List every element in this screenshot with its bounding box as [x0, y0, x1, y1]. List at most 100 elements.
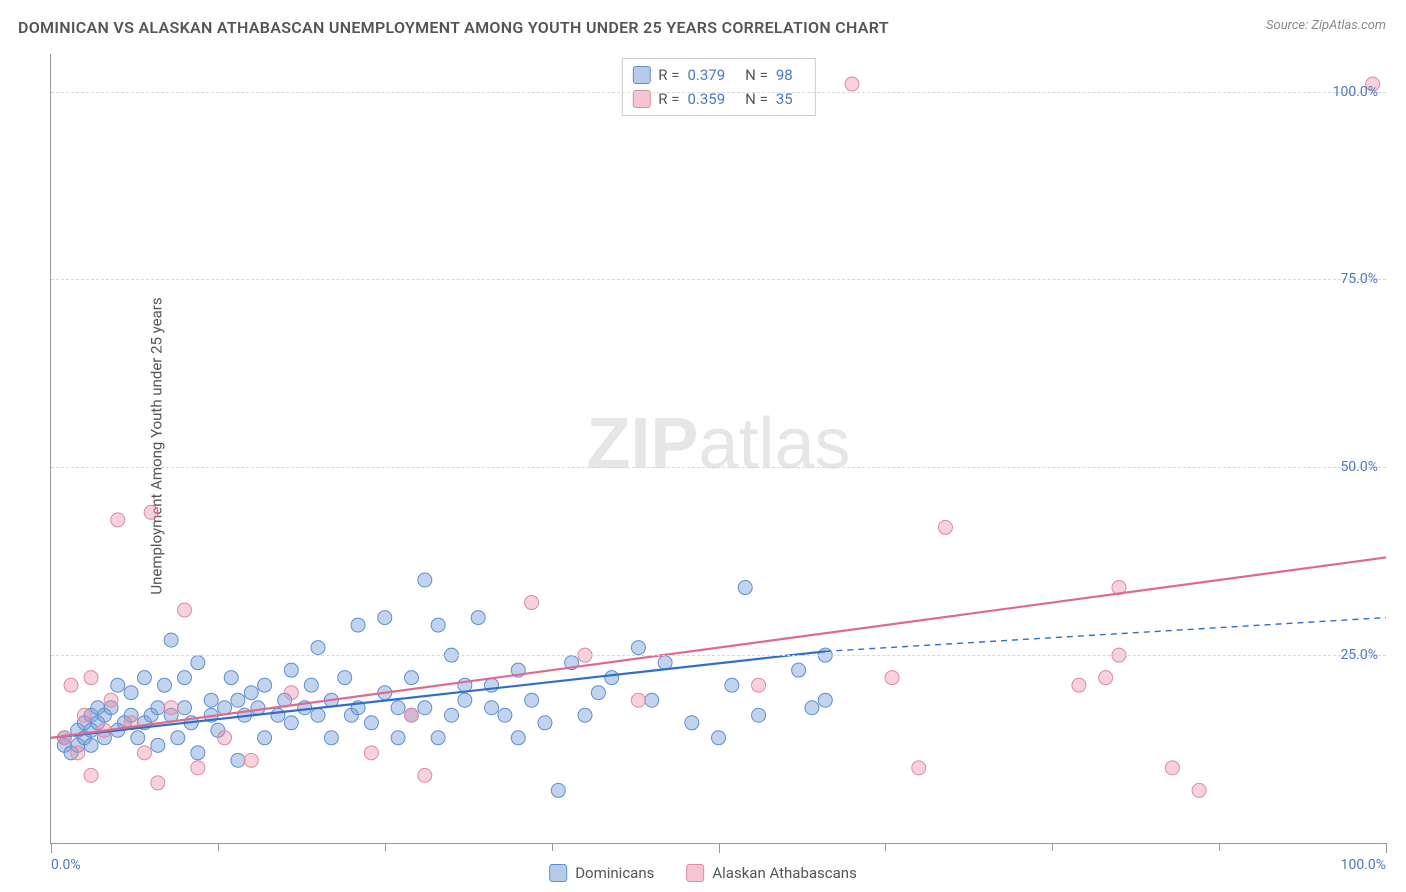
data-point: [204, 693, 218, 707]
data-point: [111, 513, 125, 527]
data-point: [378, 611, 392, 625]
data-point: [364, 746, 378, 760]
data-point: [178, 701, 192, 715]
data-point: [418, 768, 432, 782]
data-point: [525, 693, 539, 707]
data-point: [171, 731, 185, 745]
data-point: [538, 716, 552, 730]
data-point: [418, 701, 432, 715]
data-point: [231, 753, 245, 767]
x-tick: [1219, 843, 1220, 851]
gridline: [51, 467, 1386, 468]
data-point: [471, 611, 485, 625]
data-point: [311, 641, 325, 655]
data-point: [304, 678, 318, 692]
source-citation: Source: ZipAtlas.com: [1266, 18, 1386, 33]
data-point: [458, 693, 472, 707]
data-point: [244, 686, 258, 700]
stat-n-value: 98: [776, 63, 793, 87]
data-point: [284, 663, 298, 677]
legend-swatch: [632, 66, 650, 84]
legend-item: Alaskan Athabascans: [686, 864, 856, 882]
data-point: [271, 708, 285, 722]
plot-area: ZIPatlas R =0.379 N =98 R =0.359 N =35 2…: [50, 54, 1386, 844]
legend-swatch: [686, 864, 704, 882]
legend-swatch: [632, 90, 650, 108]
data-point: [191, 746, 205, 760]
data-point: [605, 671, 619, 685]
data-point: [178, 671, 192, 685]
data-point: [578, 708, 592, 722]
data-point: [84, 768, 98, 782]
data-point: [324, 731, 338, 745]
data-point: [938, 520, 952, 534]
chart-area: ZIPatlas R =0.379 N =98 R =0.359 N =35 2…: [50, 54, 1386, 844]
x-tick-label: 0.0%: [51, 857, 81, 873]
stat-n-label: N =: [745, 63, 768, 87]
data-point: [418, 573, 432, 587]
data-point: [77, 708, 91, 722]
data-point: [178, 603, 192, 617]
data-point: [191, 656, 205, 670]
data-point: [151, 701, 165, 715]
data-point: [845, 77, 859, 91]
data-point: [364, 716, 378, 730]
data-point: [551, 783, 565, 797]
stat-r-value: 0.379: [687, 63, 725, 87]
y-tick-label: 25.0%: [1340, 647, 1378, 663]
data-point: [1192, 783, 1206, 797]
gridline: [51, 92, 1386, 93]
x-tick: [719, 843, 720, 853]
data-point: [258, 678, 272, 692]
correlation-legend: R =0.379 N =98 R =0.359 N =35: [621, 58, 815, 116]
data-point: [445, 708, 459, 722]
data-point: [137, 671, 151, 685]
data-point: [131, 731, 145, 745]
data-point: [104, 693, 118, 707]
data-point: [1099, 671, 1113, 685]
data-point: [137, 746, 151, 760]
data-point: [391, 731, 405, 745]
data-point: [725, 678, 739, 692]
scatter-svg: [51, 54, 1386, 843]
data-point: [658, 656, 672, 670]
data-point: [84, 738, 98, 752]
x-tick: [885, 843, 886, 851]
legend-label: Dominicans: [575, 864, 654, 882]
data-point: [338, 671, 352, 685]
data-point: [525, 596, 539, 610]
data-point: [251, 701, 265, 715]
data-point: [685, 716, 699, 730]
data-point: [712, 731, 726, 745]
trend-line: [51, 557, 1386, 737]
chart-title: DOMINICAN VS ALASKAN ATHABASCAN UNEMPLOY…: [18, 18, 889, 37]
data-point: [912, 761, 926, 775]
data-point: [404, 708, 418, 722]
data-point: [404, 671, 418, 685]
data-point: [645, 693, 659, 707]
data-point: [224, 671, 238, 685]
data-point: [231, 693, 245, 707]
data-point: [351, 618, 365, 632]
data-point: [151, 776, 165, 790]
data-point: [244, 753, 258, 767]
data-point: [631, 693, 645, 707]
data-point: [164, 701, 178, 715]
data-point: [191, 761, 205, 775]
data-point: [64, 678, 78, 692]
data-point: [805, 701, 819, 715]
x-tick: [1386, 843, 1387, 853]
data-point: [157, 678, 171, 692]
gridline: [51, 279, 1386, 280]
data-point: [1072, 678, 1086, 692]
data-point: [738, 581, 752, 595]
data-point: [511, 731, 525, 745]
data-point: [84, 671, 98, 685]
x-tick-label: 100.0%: [1341, 857, 1386, 873]
stat-legend-row: R =0.379 N =98: [632, 63, 804, 87]
x-tick: [218, 843, 219, 851]
data-point: [431, 618, 445, 632]
data-point: [752, 708, 766, 722]
data-point: [1165, 761, 1179, 775]
data-point: [164, 633, 178, 647]
